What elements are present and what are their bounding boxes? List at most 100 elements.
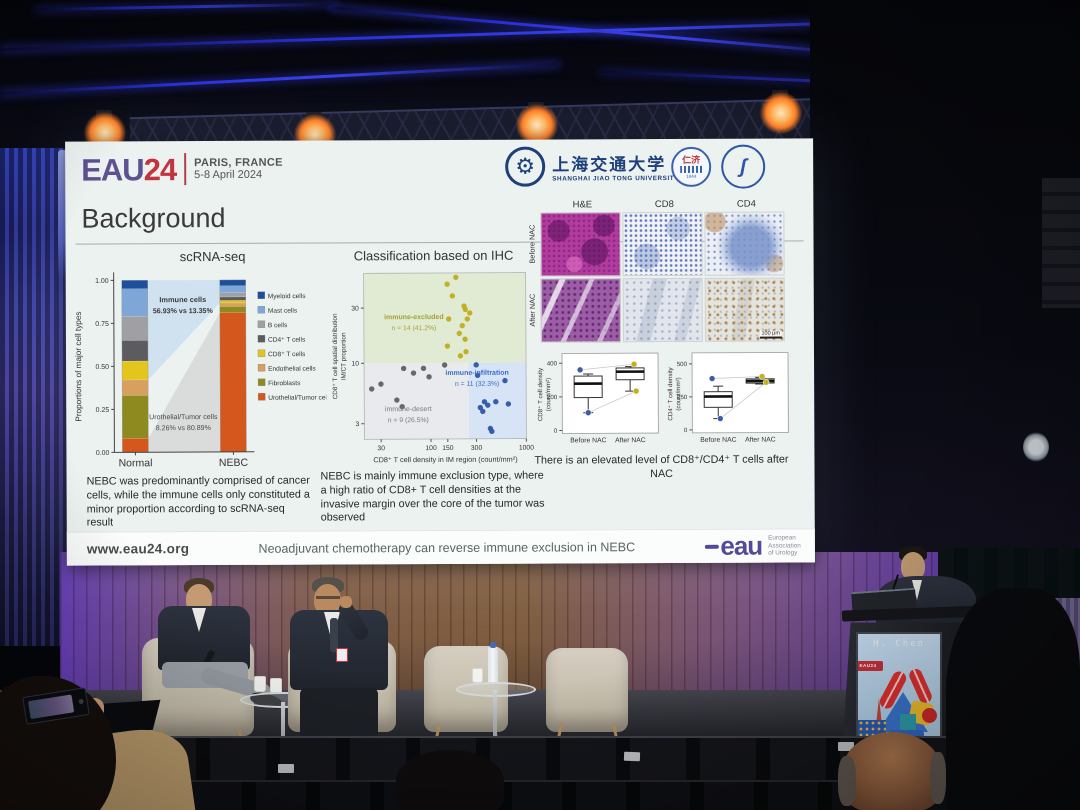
he-before-image xyxy=(540,212,621,277)
ihc-title: Classification based on IHC xyxy=(353,247,514,264)
svg-text:8.26% vs 80.89%: 8.26% vs 80.89% xyxy=(156,424,212,432)
svg-text:After NAC: After NAC xyxy=(745,437,776,444)
right-wall xyxy=(810,0,1080,640)
svg-text:CD8⁺ T cell spatial distributi: CD8⁺ T cell spatial distribution xyxy=(332,313,339,399)
svg-text:CD4⁺ T cells: CD4⁺ T cells xyxy=(268,337,306,344)
water-bottle xyxy=(488,646,498,684)
svg-text:1000: 1000 xyxy=(519,445,534,452)
seat-tag xyxy=(623,751,641,762)
eau-logo-caption: European Association of Urology xyxy=(768,535,801,557)
ceiling-neon-line xyxy=(0,62,560,95)
scrna-panel: scRNA-seq 1.00 0.75 0.50 0.25 0.00 Normal NEBC… xyxy=(70,248,333,491)
svg-text:(count/mm²): (count/mm²) xyxy=(545,378,552,411)
projection-screen: EAU 24 PARIS, FRANCE 5-8 April 2024 ⚙ 上海… xyxy=(65,138,815,566)
svg-text:n = 11 (32.3%): n = 11 (32.3%) xyxy=(455,381,499,388)
cd8-after-image xyxy=(622,277,703,343)
cd4-before-image xyxy=(704,211,785,276)
slide-footer: www.eau24.org Neoadjuvant chemotherapy c… xyxy=(66,528,815,566)
scrna-stacked-bar-chart: 1.00 0.75 0.50 0.25 0.00 Normal NEBC Proportion… xyxy=(74,272,332,469)
histology-column-headers: H&E CD8 CD4 xyxy=(541,198,809,211)
svg-text:After NAC: After NAC xyxy=(615,437,646,444)
svg-text:n = 9 (26.5%): n = 9 (26.5%) xyxy=(388,417,429,424)
svg-text:0.50: 0.50 xyxy=(95,364,109,371)
scrna-caption: NEBC was predominantly comprised of canc… xyxy=(86,474,310,529)
svg-text:Before NAC: Before NAC xyxy=(570,437,606,444)
svg-text:0: 0 xyxy=(684,427,688,434)
sjtu-name-en: SHANGHAI JIAO TONG UNIVERSITY xyxy=(552,174,680,183)
renji-hospital-logo: 仁济 1844 xyxy=(671,146,712,187)
panelist2-tie xyxy=(330,618,338,652)
svg-text:Before NAC: Before NAC xyxy=(700,437,736,444)
right-wall-panel xyxy=(1042,178,1080,308)
renji-bars xyxy=(680,165,703,173)
panelist2-head xyxy=(314,584,341,615)
svg-text:10: 10 xyxy=(351,361,359,368)
audience-hair-fringe xyxy=(838,756,856,806)
empty-chair xyxy=(546,648,628,732)
svg-text:56.93% vs 13.35%: 56.93% vs 13.35% xyxy=(153,307,214,315)
eau-logo-dash xyxy=(704,544,719,549)
svg-text:300: 300 xyxy=(471,445,483,452)
ihc-panel: Classification based on IHC 30 100 150 300 1… xyxy=(328,248,541,483)
svg-text:Myeloid cells: Myeloid cells xyxy=(268,293,306,300)
svg-text:200: 200 xyxy=(547,394,558,401)
svg-text:(count/mm²): (count/mm²) xyxy=(675,377,682,410)
svg-text:CD8⁺ T cells: CD8⁺ T cells xyxy=(268,351,306,358)
svg-text:150: 150 xyxy=(442,445,454,452)
panelist2-glasses xyxy=(316,596,340,599)
audience-hair-fringe xyxy=(930,752,946,804)
svg-text:1.00: 1.00 xyxy=(95,278,109,285)
illustration-balloon xyxy=(922,708,937,723)
slide-title: Background xyxy=(81,202,226,234)
svg-text:Urothelial/Tumor cells: Urothelial/Tumor cells xyxy=(268,394,326,401)
svg-text:CD8⁺ T cell density: CD8⁺ T cell density xyxy=(537,367,544,421)
nac-caption: There is an elevated level of CD8⁺/CD4⁺ … xyxy=(534,453,789,480)
he-after-image xyxy=(540,278,621,343)
row-label-before-nac: Before NAC xyxy=(527,225,537,265)
svg-text:250: 250 xyxy=(677,394,688,401)
col-he: H&E xyxy=(572,199,593,211)
eau-logo-text: eau xyxy=(720,530,763,561)
panelist2-name-badge xyxy=(336,648,348,662)
smartphone-screen xyxy=(27,694,75,720)
cd4-after-image: 100 μm xyxy=(704,277,785,342)
scrna-title: scRNA-seq xyxy=(179,248,246,265)
footer-banner-text: Neoadjuvant chemotherapy can reverse imm… xyxy=(258,539,636,556)
audience-silhouette xyxy=(946,588,1080,810)
speaker-head xyxy=(901,552,925,580)
event-dates: 5-8 April 2024 xyxy=(194,168,263,182)
svg-text:30: 30 xyxy=(377,445,385,452)
svg-text:0.25: 0.25 xyxy=(96,407,110,414)
slide-header: EAU 24 PARIS, FRANCE 5-8 April 2024 xyxy=(81,151,283,188)
panelist2-hand xyxy=(340,596,352,608)
svg-text:immune-infiltration: immune-infiltration xyxy=(445,370,508,377)
eau24-logo-24: 24 xyxy=(143,151,177,187)
svg-text:Immune cells: Immune cells xyxy=(159,295,206,304)
svg-text:0: 0 xyxy=(554,428,558,435)
smartphone-camera-icon xyxy=(78,698,84,705)
svg-text:CD4⁺ T cell density: CD4⁺ T cell density xyxy=(667,366,674,420)
eau-caption-line: of Urology xyxy=(768,549,798,557)
svg-text:n = 14 (41.2%): n = 14 (41.2%) xyxy=(391,325,436,332)
podium-badge: EAU24 xyxy=(858,661,883,671)
row-label-after-nac: After NAC xyxy=(527,294,537,328)
col-cd4: CD4 xyxy=(736,198,756,210)
audience-head xyxy=(396,750,504,810)
svg-text:immune-desert: immune-desert xyxy=(385,406,432,413)
svg-text:Endothelial cells: Endothelial cells xyxy=(268,366,316,373)
side-table-stem xyxy=(493,690,497,750)
partner-mark: ʃ xyxy=(739,155,747,178)
illustration-red-arc xyxy=(907,666,934,706)
sjtu-gear-icon: ⚙ xyxy=(505,146,546,187)
svg-text:0.00: 0.00 xyxy=(96,450,110,457)
svg-text:0.75: 0.75 xyxy=(95,321,109,328)
svg-text:NEBC: NEBC xyxy=(219,457,249,469)
svg-text:Urothelial/Tumor cells: Urothelial/Tumor cells xyxy=(149,413,218,421)
eau24-logo-eau: EAU xyxy=(81,151,144,188)
svg-text:3: 3 xyxy=(356,421,360,428)
scale-bar: 100 μm xyxy=(759,330,782,339)
stage-light-glow xyxy=(760,92,802,134)
podium-speaker-name: H. Chen xyxy=(873,639,925,649)
